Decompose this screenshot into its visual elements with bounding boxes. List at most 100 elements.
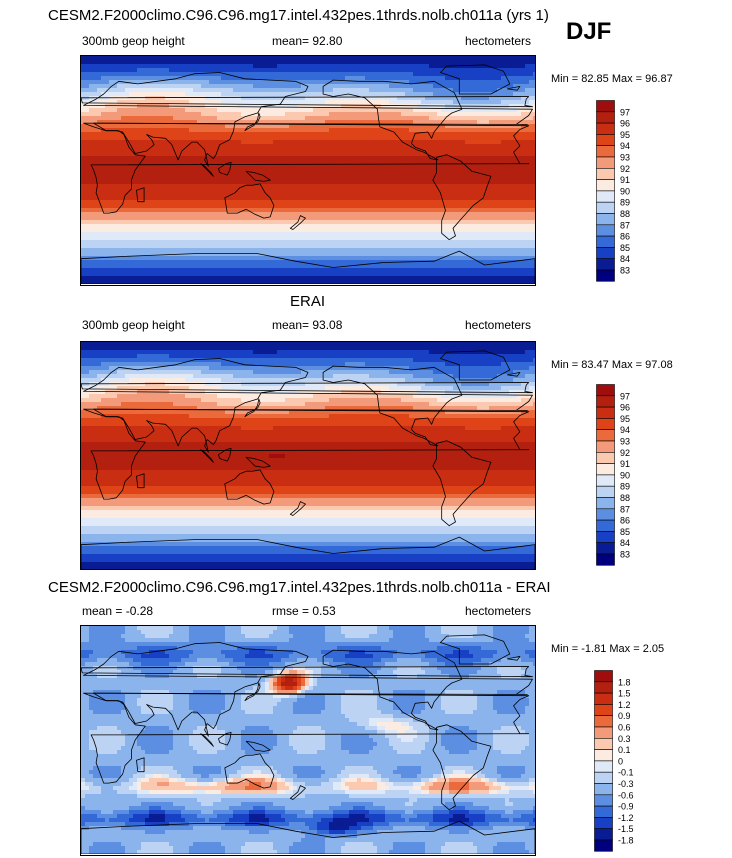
- colorbar-svg: 1.81.51.20.90.60.30.10-0.1-0.3-0.6-0.9-1…: [594, 670, 634, 852]
- panel-3-rmse-label: rmse = 0.53: [272, 604, 336, 618]
- colorbar-swatch: [596, 224, 615, 237]
- colorbar-swatch: [594, 817, 613, 829]
- colorbar-swatch: [594, 715, 613, 728]
- colorbar-swatch: [594, 704, 613, 717]
- panel-2-units-label: hectometers: [465, 318, 532, 332]
- colorbar-tick-label: 0: [618, 756, 623, 766]
- colorbar-swatch: [596, 497, 615, 510]
- colorbar-tick-label: 94: [620, 425, 630, 435]
- colorbar-tick-label: 87: [620, 220, 630, 230]
- colorbar-tick-label: 90: [620, 470, 630, 480]
- colorbar-tick-label: 94: [620, 141, 630, 151]
- colorbar-swatch: [596, 235, 615, 248]
- colorbar-swatch: [596, 190, 615, 203]
- colorbar-tick-label: 1.2: [618, 700, 631, 710]
- colorbar-swatch: [596, 111, 615, 124]
- colorbar-tick-label: -1.2: [618, 813, 634, 823]
- panel-2-min-max: Min = 83.47 Max = 97.08: [551, 359, 673, 371]
- colorbar-swatch: [596, 485, 615, 498]
- map-field: [81, 56, 535, 284]
- colorbar-tick-label: 86: [620, 516, 630, 526]
- colorbar-swatch: [596, 406, 615, 419]
- colorbar-tick-label: 0.1: [618, 745, 631, 755]
- panel-3-title: CESM2.F2000climo.C96.C96.mg17.intel.432p…: [48, 579, 551, 596]
- colorbar-tick-label: 88: [620, 209, 630, 219]
- season-label: DJF: [566, 18, 612, 45]
- map-field: [81, 342, 535, 569]
- colorbar-swatch: [596, 508, 615, 521]
- map-svg: [81, 56, 535, 284]
- coastlines: [81, 350, 535, 569]
- colorbar-tick-label: 95: [620, 130, 630, 140]
- colorbar-tick-label: 92: [620, 448, 630, 458]
- colorbar-swatch: [596, 269, 615, 282]
- colorbar-swatch: [594, 771, 613, 784]
- colorbar-tick-label: 85: [620, 243, 630, 253]
- colorbar-tick-label: 85: [620, 527, 630, 537]
- coastlines: [81, 634, 535, 854]
- panel-3-colorbar: 1.8 1.5 1.2 0.9 0.6 0.3 0.1 0 -0.1 -0.3 -0.6 -0.9 -1…: [594, 670, 654, 853]
- map-field: [81, 626, 535, 854]
- colorbar-tick-label: 83: [620, 266, 630, 276]
- colorbar-tick-label: 93: [620, 153, 630, 163]
- colorbar-tick-label: 95: [620, 414, 630, 424]
- colorbar-swatch: [596, 213, 615, 226]
- colorbar-tick-label: 93: [620, 437, 630, 447]
- colorbar-tick-label: 97: [620, 391, 630, 401]
- colorbar-swatch: [596, 474, 615, 487]
- panel-2-variable-label: 300mb geop height: [82, 318, 185, 332]
- colorbar-tick-label: 84: [620, 254, 630, 264]
- colorbar-swatch: [596, 452, 615, 464]
- colorbar-swatch: [596, 440, 615, 453]
- colorbar-swatch: [594, 726, 613, 739]
- panel-2-colorbar: 97 96 95 94 93 92 91 90 89 88 87 86 85 84 83: [596, 384, 656, 567]
- panel-2-map: [80, 341, 536, 570]
- colorbar-tick-label: 91: [620, 459, 630, 469]
- colorbar-swatch: [596, 553, 615, 566]
- map-svg: [81, 342, 535, 569]
- colorbar-tick-label: 96: [620, 403, 630, 413]
- colorbar-tick-label: 96: [620, 119, 630, 129]
- colorbar-swatch: [596, 384, 615, 397]
- colorbar-swatch: [594, 783, 613, 796]
- colorbar-swatch: [594, 738, 613, 750]
- colorbar-tick-label: 0.3: [618, 734, 631, 744]
- colorbar-swatch: [596, 134, 615, 147]
- colorbar-tick-label: 1.8: [618, 677, 631, 687]
- colorbar-tick-label: -1.5: [618, 824, 634, 834]
- colorbar-swatch: [596, 201, 615, 214]
- colorbar-swatch: [594, 828, 613, 841]
- colorbar-swatch: [594, 794, 613, 807]
- colorbar-tick-label: 0.9: [618, 711, 631, 721]
- panel-1-colorbar: 97 96 95 94 93 92 91 90 89 88 87 86 85 84 83: [596, 100, 656, 283]
- colorbar-tick-label: 97: [620, 107, 630, 117]
- map-svg: [81, 626, 535, 854]
- panel-2-mean-label: mean= 93.08: [272, 318, 343, 332]
- panel-3-mean-label: mean = -0.28: [82, 604, 154, 618]
- colorbar-tick-label: 92: [620, 164, 630, 174]
- panel-1-variable-label: 300mb geop height: [82, 34, 185, 48]
- panel-3-min-max: Min = -1.81 Max = 2.05: [551, 643, 665, 655]
- colorbar-swatch: [596, 463, 615, 476]
- colorbar-swatch: [596, 145, 615, 158]
- colorbar-swatch: [594, 692, 613, 705]
- colorbar-swatch: [596, 429, 615, 442]
- colorbar-tick-label: 0.6: [618, 723, 631, 733]
- colorbar-swatch: [596, 168, 615, 180]
- colorbar-tick-label: 84: [620, 538, 630, 548]
- colorbar-swatch: [594, 670, 613, 683]
- panel-1-units-label: hectometers: [465, 34, 532, 48]
- colorbar-swatch: [596, 247, 615, 259]
- coastlines: [81, 64, 535, 284]
- colorbar-swatch: [596, 531, 615, 543]
- panel-1-min-max: Min = 82.85 Max = 96.87: [551, 73, 673, 85]
- colorbar-tick-label: 86: [620, 232, 630, 242]
- colorbar-swatch: [596, 542, 615, 555]
- colorbar-tick-label: 83: [620, 550, 630, 560]
- colorbar-tick-label: -1.8: [618, 836, 634, 846]
- colorbar-swatch: [594, 760, 613, 773]
- colorbar-tick-label: 91: [620, 175, 630, 185]
- panel-3-map: [80, 625, 536, 856]
